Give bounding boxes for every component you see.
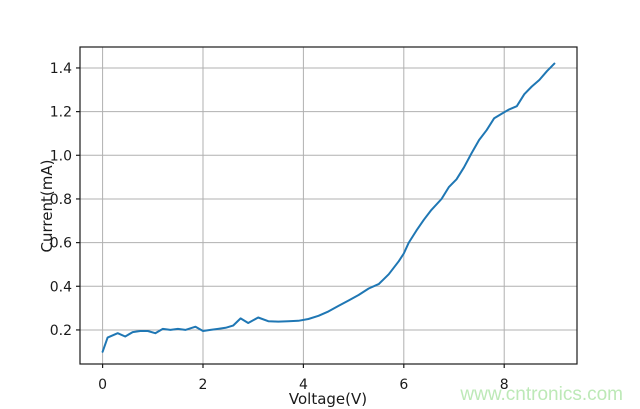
x-tick-label: 0 bbox=[98, 377, 107, 393]
plot-border bbox=[79, 46, 578, 365]
x-axis-label: Voltage(V) bbox=[289, 390, 367, 408]
y-tick-label: 1.4 bbox=[50, 61, 72, 77]
y-axis-label: Current(mA) bbox=[38, 160, 56, 253]
x-tick-label: 6 bbox=[399, 377, 408, 393]
y-tick-label: 0.4 bbox=[50, 279, 72, 295]
current-voltage-line bbox=[101, 62, 556, 353]
y-tick-label: 0.2 bbox=[50, 323, 72, 339]
y-tick-label: 0.8 bbox=[50, 192, 72, 208]
x-tick-label: 8 bbox=[500, 377, 509, 393]
x-tick-label: 2 bbox=[199, 377, 208, 393]
y-tick-label: 0.6 bbox=[50, 236, 72, 252]
watermark: www.cntronics.com bbox=[459, 384, 623, 405]
y-tick-label: 1.2 bbox=[50, 105, 72, 121]
y-tick-label: 1.0 bbox=[50, 148, 72, 164]
tick-layer: 0 2 4 6 8 0.2 0.4 0.6 0.8 1.0 1.2 1.4 bbox=[50, 61, 509, 393]
grid-layer bbox=[80, 47, 577, 364]
x-tick-label: 4 bbox=[299, 377, 308, 393]
